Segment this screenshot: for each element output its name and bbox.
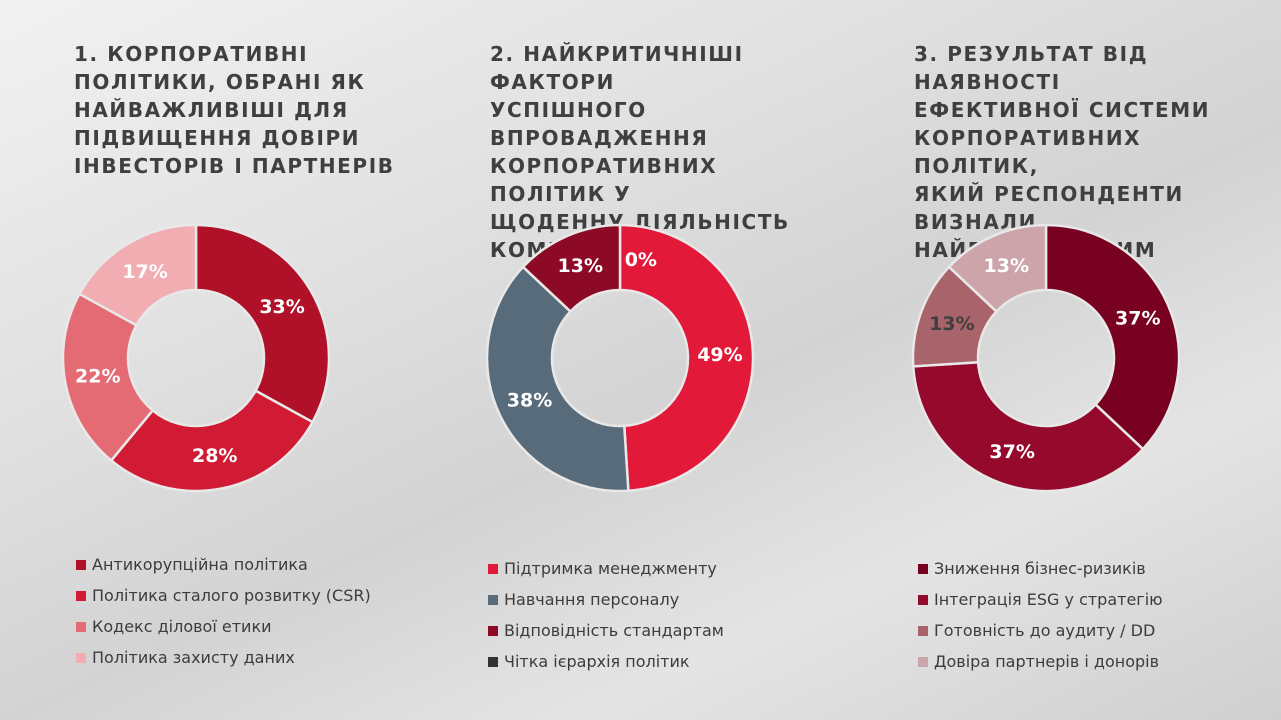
data-label-2: 28% <box>192 445 237 467</box>
legend-swatch <box>76 559 86 570</box>
legend-item: Відповідність стандартам <box>488 615 724 646</box>
donut-segment-1 <box>618 223 755 493</box>
donut-segment-2 <box>109 389 315 493</box>
chart-panel-2: 2. НАЙКРИТИЧНІШІ ФАКТОРИ УСПІШНОГО ВПРОВ… <box>485 0 840 720</box>
data-label-4: 17% <box>122 261 167 283</box>
donut-segment-4 <box>947 223 1048 314</box>
data-label-3: 13% <box>929 313 974 335</box>
legend-label: Інтеграція ESG у стратегію <box>934 590 1163 609</box>
chart-panel-3: 3. РЕЗУЛЬТАТ ВІД НАЯВНОСТІ ЕФЕКТИВНОЇ СИ… <box>911 0 1264 720</box>
legend-label: Кодекс ділової етики <box>92 617 272 636</box>
legend-item: Зниження бізнес-ризиків <box>918 553 1163 584</box>
legend-item: Кодекс ділової етики <box>76 611 371 642</box>
data-label-2: 38% <box>507 390 552 412</box>
legend-swatch <box>488 563 498 574</box>
legend-label: Готовність до аудиту / DD <box>934 621 1156 640</box>
donut-chart: 37% 37% 13% 13% <box>911 223 1181 493</box>
donut-segment-2 <box>911 360 1145 493</box>
data-label-1: 49% <box>697 344 742 366</box>
legend-label: Політика захисту даних <box>92 648 295 667</box>
data-label-4: 0% <box>625 249 657 271</box>
legend-label: Чітка ієрархія політик <box>504 652 690 671</box>
donut-segment-4 <box>77 223 198 327</box>
legend-item: Довіра партнерів і донорів <box>918 646 1163 677</box>
data-label-3: 13% <box>558 255 603 277</box>
donut-segment-1 <box>194 223 331 424</box>
legend-label: Підтримка менеджменту <box>504 559 717 578</box>
legend-swatch <box>76 590 86 601</box>
legend-item: Політика сталого розвитку (CSR) <box>76 580 371 611</box>
data-label-2: 37% <box>989 441 1034 463</box>
chart-title: 1. КОРПОРАТИВНІ ПОЛІТИКИ, ОБРАНІ ЯК НАЙВ… <box>74 42 395 178</box>
data-label-1: 33% <box>259 296 304 318</box>
legend-item: Антикорупційна політика <box>76 549 371 580</box>
legend-swatch <box>918 625 928 636</box>
legend-label: Довіра партнерів і донорів <box>934 652 1160 671</box>
legend-swatch <box>488 656 498 667</box>
legend-item: Навчання персоналу <box>488 584 724 615</box>
chart-legend: Зниження бізнес-ризиків Інтеграція ESG у … <box>918 553 1163 677</box>
donut-chart: 49% 38% 13% 0% <box>485 223 755 493</box>
legend-item: Політика захисту даних <box>76 642 371 673</box>
donut-segment-1 <box>1044 223 1181 451</box>
legend-item: Готовність до аудиту / DD <box>918 615 1163 646</box>
legend-label: Антикорупційна політика <box>92 555 308 574</box>
legend-swatch <box>76 621 86 632</box>
legend-swatch <box>488 625 498 636</box>
legend-label: Відповідність стандартам <box>504 621 724 640</box>
donut-segment-2 <box>485 265 630 493</box>
legend-item: Чітка ієрархія політик <box>488 646 724 677</box>
legend-swatch <box>918 594 928 605</box>
legend-item: Підтримка менеджменту <box>488 553 724 584</box>
data-label-1: 37% <box>1115 307 1160 329</box>
chart-legend: Антикорупційна політика Політика сталого … <box>76 549 371 673</box>
donut-segment-3 <box>521 223 622 314</box>
legend-swatch <box>488 594 498 605</box>
donut-segment-3 <box>61 292 155 463</box>
chart-legend: Підтримка менеджменту Навчання персоналу В… <box>488 553 724 677</box>
legend-label: Зниження бізнес-ризиків <box>934 559 1146 578</box>
legend-swatch <box>76 652 86 663</box>
donut-chart: 33% 28% 22% 17% <box>61 223 331 493</box>
legend-label: Навчання персоналу <box>504 590 680 609</box>
chart-title: 2. НАЙКРИТИЧНІШІ ФАКТОРИ УСПІШНОГО ВПРОВ… <box>490 42 790 262</box>
data-label-4: 13% <box>984 255 1029 277</box>
legend-item: Інтеграція ESG у стратегію <box>918 584 1163 615</box>
chart-panel-1: 1. КОРПОРАТИВНІ ПОЛІТИКИ, ОБРАНІ ЯК НАЙВ… <box>61 0 414 720</box>
legend-label: Політика сталого розвитку (CSR) <box>92 586 371 605</box>
data-label-3: 22% <box>75 366 120 388</box>
legend-swatch <box>918 563 928 574</box>
legend-swatch <box>918 656 928 667</box>
